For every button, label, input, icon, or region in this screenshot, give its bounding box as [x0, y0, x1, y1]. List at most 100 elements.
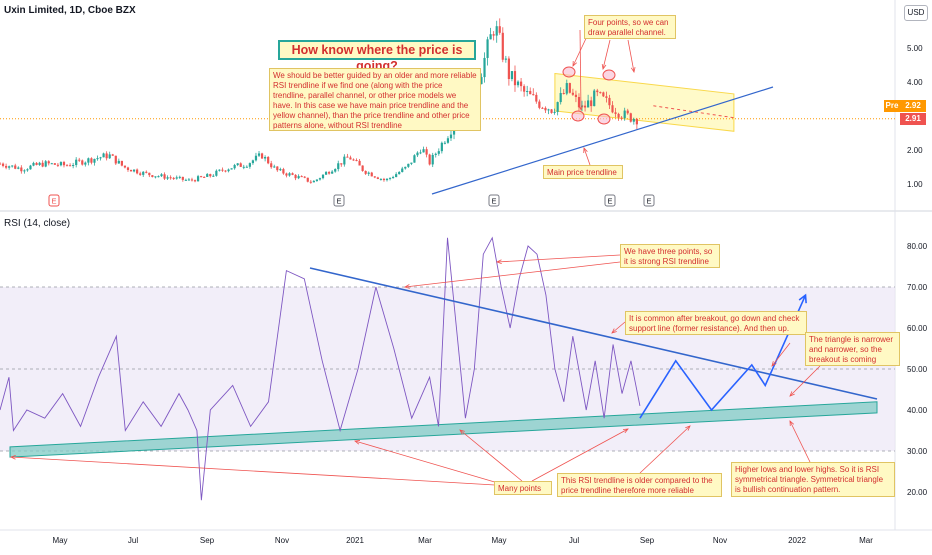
candle-body: [590, 100, 593, 107]
arrow-breakout-1-head: [611, 328, 617, 334]
candle-body: [126, 167, 130, 170]
four-points-annotation: Four points, so we can draw parallel cha…: [584, 15, 676, 39]
time-axis-tick: May: [491, 536, 506, 545]
arrow-many-3-head: [459, 429, 465, 435]
three-points-annotation: We have three points, so it is strong RS…: [620, 244, 720, 268]
time-axis-tick: Mar: [859, 536, 873, 545]
candle-body: [489, 34, 492, 40]
earnings-marker: E: [51, 197, 56, 206]
candle-body: [480, 77, 483, 85]
candle-body: [17, 167, 20, 169]
candle-body: [565, 83, 568, 94]
candle-body: [279, 169, 282, 171]
time-axis-tick: Sep: [200, 536, 215, 545]
candle-body: [443, 142, 447, 144]
rsi-axis-tick: 60.00: [907, 324, 928, 333]
candle-body: [145, 171, 148, 173]
breakout-check-annotation: It is common after breakout, go down and…: [625, 311, 807, 335]
candle-body: [1, 163, 5, 166]
candle-body: [105, 153, 108, 159]
candle-body: [35, 162, 38, 165]
candle-body: [340, 163, 343, 165]
candle-body: [361, 165, 364, 171]
candle-body: [136, 169, 139, 174]
arrow-breakout-2: [771, 342, 791, 367]
candle-body: [300, 176, 303, 178]
candle-body: [355, 160, 358, 162]
candle-body: [218, 169, 221, 171]
arrow-many-1-head: [9, 454, 16, 460]
candle-body: [264, 157, 267, 159]
earnings-marker-box: [643, 194, 655, 207]
candle-body: [541, 107, 544, 109]
candle-body: [224, 170, 227, 172]
candle-body: [254, 155, 258, 161]
main-chart-title: Uxin Limited, 1D, Cboe BZX: [4, 5, 136, 16]
candle-body: [108, 154, 111, 159]
candle-body: [395, 174, 398, 178]
candle-body: [68, 165, 72, 167]
earnings-marker-box: [333, 194, 345, 207]
candle-body: [166, 177, 169, 179]
rsi-axis-tick: 20.00: [907, 488, 928, 497]
candle-body: [132, 169, 136, 172]
earnings-marker: E: [336, 197, 341, 206]
candle-body: [577, 96, 581, 108]
candle-body: [513, 71, 517, 86]
candle-body: [59, 162, 63, 166]
candle-body: [626, 110, 629, 114]
candle-body: [233, 165, 236, 169]
rsi-series-line: [0, 236, 641, 501]
candle-body: [410, 162, 413, 164]
candle-body: [407, 163, 410, 167]
candle-body: [23, 170, 26, 172]
candle-body: [0, 163, 2, 165]
candle-body: [294, 174, 297, 179]
candle-body: [331, 171, 334, 174]
candle-body: [318, 178, 322, 180]
candle-body: [123, 165, 127, 168]
earnings-marker-box: [488, 194, 500, 207]
arrow-three-1-head: [495, 259, 502, 265]
candle-body: [367, 172, 370, 174]
candle-body: [120, 160, 123, 166]
title-annotation: How know where the price is going?: [278, 40, 476, 73]
earnings-marker-box: [604, 194, 616, 207]
earnings-marker: E: [491, 197, 496, 206]
arrow-many-2-head: [354, 440, 361, 445]
time-axis-tick: Nov: [713, 536, 727, 545]
pre-label-tag: Pre: [884, 100, 900, 112]
candle-body: [404, 166, 407, 169]
arrow-fp-2-head: [601, 64, 607, 70]
candle-body: [413, 155, 416, 163]
candle-body: [519, 81, 523, 87]
candle-body: [532, 94, 535, 96]
time-axis-tick: May: [52, 536, 67, 545]
candle-body: [559, 93, 562, 103]
candle-body: [102, 153, 105, 158]
currency-badge[interactable]: USD: [904, 5, 928, 21]
candle-body: [206, 174, 209, 177]
candle-body: [501, 32, 504, 60]
many-points-annotation: Many points: [494, 481, 552, 495]
candle-body: [373, 176, 376, 178]
candle-body: [617, 113, 620, 118]
arrow-triangle-head: [789, 391, 795, 397]
candle-body: [242, 166, 245, 168]
candle-body: [160, 174, 163, 177]
candle-body: [611, 105, 614, 113]
candle-body: [181, 176, 184, 180]
rsi-projection-arrowhead: [798, 293, 807, 304]
candle-body: [212, 175, 215, 177]
rsi-axis-tick: 30.00: [907, 447, 928, 456]
candle-body: [504, 58, 507, 60]
candle-body: [391, 177, 395, 179]
candle-body: [151, 175, 154, 178]
candle-body: [568, 83, 571, 93]
candle-body: [428, 154, 431, 165]
candle-body: [599, 92, 602, 94]
older-trendline-annotation: This RSI trendline is older compared to …: [557, 473, 722, 497]
candle-body: [65, 165, 69, 167]
candle-body: [169, 177, 172, 179]
